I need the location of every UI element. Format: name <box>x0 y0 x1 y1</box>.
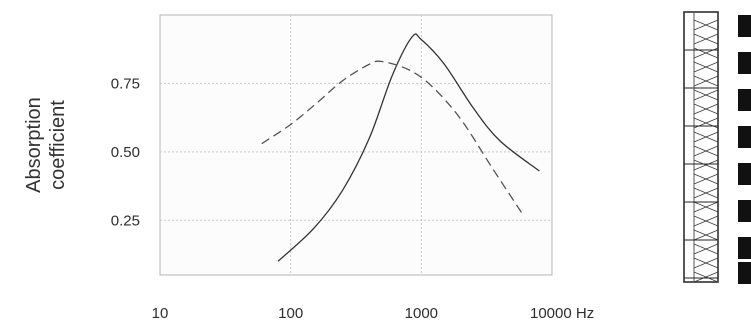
absorption-chart: 10 100 1000 10000 Hz 0.25 0.50 0.75 Absorption… <box>23 14 594 322</box>
y-tick-label: 0.25 <box>111 212 140 229</box>
panel-hatch-line <box>693 89 719 101</box>
panel-hatch-line <box>693 159 719 171</box>
panel-block <box>738 163 751 185</box>
panel-block <box>738 126 751 148</box>
panel-hatch-line <box>693 243 719 255</box>
panel-hatch-line <box>693 229 719 241</box>
perforated-panel-icon <box>683 11 751 284</box>
panel-hatch-line <box>693 201 719 213</box>
y-tick-label: 0.50 <box>111 144 140 161</box>
plot-frame <box>159 14 553 276</box>
panel-hatch-line <box>693 145 719 157</box>
panel-hatch-line <box>693 61 719 73</box>
panel-block <box>738 52 751 74</box>
solid-series-line <box>277 33 540 262</box>
grid-lines <box>160 15 552 275</box>
panel-hatch-line <box>693 131 719 143</box>
panel-block <box>738 200 751 222</box>
tick-labels: 10 100 1000 10000 Hz 0.25 0.50 0.75 <box>111 75 594 322</box>
panel-outline <box>683 11 719 283</box>
panel-hatch-line <box>693 19 719 31</box>
panel-hatch-line <box>693 75 719 87</box>
panel-hatch-line <box>693 257 719 269</box>
y-axis-label-line1: Absorption <box>23 97 45 193</box>
panel-hatch-line <box>693 103 719 115</box>
panel-hatch-line <box>693 33 719 45</box>
panel-hatch-line <box>693 173 719 185</box>
panel-hatch-line <box>693 271 719 283</box>
y-axis-label-line2: coefficient <box>47 100 69 190</box>
panel-hatch <box>684 19 719 283</box>
x-tick-label: 100 <box>278 305 303 322</box>
panel-block <box>738 237 751 259</box>
x-tick-label: 10000 Hz <box>530 305 594 322</box>
series-lines <box>261 33 540 262</box>
panel-hatch-line <box>693 215 719 227</box>
panel-blocks <box>738 15 751 284</box>
dashed-series-line <box>261 60 524 216</box>
x-tick-label: 10 <box>152 305 169 322</box>
y-tick-label: 0.75 <box>111 75 140 92</box>
panel-block <box>738 262 751 284</box>
x-tick-label: 1000 <box>405 305 438 322</box>
panel-block <box>738 15 751 37</box>
panel-hatch-line <box>693 187 719 199</box>
panel-block <box>738 89 751 111</box>
